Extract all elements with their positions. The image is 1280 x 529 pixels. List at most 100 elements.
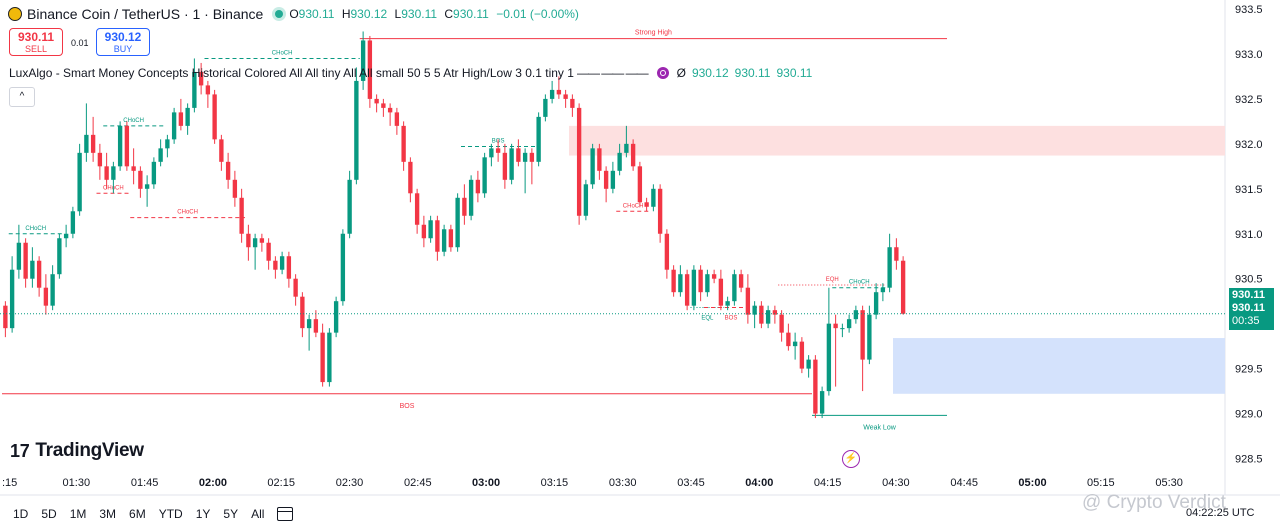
candle-body <box>819 391 825 414</box>
timeframe-5y[interactable]: 5Y <box>223 507 239 521</box>
candle-body <box>603 170 609 189</box>
candle-body <box>772 310 778 315</box>
price-tick-label: 932.0 <box>1235 139 1263 151</box>
price-tick-label: 933.0 <box>1235 49 1263 61</box>
time-tick-label: 02:00 <box>199 477 227 489</box>
level-label: Strong High <box>635 30 672 37</box>
candle-body <box>387 107 393 113</box>
candle-body <box>178 112 184 126</box>
timeframe-1y[interactable]: 1Y <box>195 507 211 521</box>
candle-body <box>401 125 406 162</box>
candle-body <box>576 107 582 216</box>
candle-body <box>117 125 123 167</box>
candle-body <box>853 310 859 320</box>
zone-demand <box>893 338 1225 394</box>
time-tick-label: 04:30 <box>882 477 910 489</box>
level-label: CHoCH <box>623 203 644 209</box>
candle-body <box>36 260 42 288</box>
candle-body <box>475 179 481 194</box>
candle-body <box>3 305 8 329</box>
candle-body <box>23 242 28 279</box>
candle-body <box>50 274 55 306</box>
indicator-legend[interactable]: LuxAlgo - Smart Money Concepts Historica… <box>9 66 812 80</box>
timeframe-6m[interactable]: 6M <box>129 507 146 521</box>
buy-button[interactable]: 930.12 BUY <box>96 28 150 56</box>
candle-body <box>77 152 82 212</box>
time-tick-label: 01:30 <box>63 477 91 489</box>
candle-body <box>738 274 744 288</box>
candle-body <box>543 98 548 117</box>
clock-utc[interactable]: 04:22:25 UTC <box>1186 507 1255 519</box>
candle-body <box>138 170 143 189</box>
candle-body <box>880 287 886 293</box>
candle-countdown: 00:35 <box>1232 315 1260 327</box>
candle-body <box>306 319 312 329</box>
candle-body <box>131 166 136 171</box>
candle-body <box>617 152 622 171</box>
timeframe-3m[interactable]: 3M <box>99 507 117 521</box>
candle-body <box>873 292 879 315</box>
indicator-values: 930.12 930.11 930.11 <box>691 66 813 80</box>
level-label: EQH <box>826 277 839 283</box>
candle-body <box>691 269 697 306</box>
candle-body <box>644 202 649 207</box>
timeframe-ytd[interactable]: YTD <box>158 507 183 521</box>
ohlc-readout: O930.11 H930.12 L930.11 C930.11 −0.01 (−… <box>289 7 579 21</box>
spread-value: 0.01 <box>71 38 89 48</box>
candle-body <box>266 242 271 261</box>
candle-body <box>894 247 899 261</box>
candle-body <box>273 260 278 270</box>
candle-body <box>84 134 89 153</box>
level-label: CHoCH <box>123 118 144 124</box>
calendar-icon[interactable] <box>277 507 294 521</box>
timeframe-5d[interactable]: 5D <box>41 507 57 521</box>
candle-body <box>90 134 96 153</box>
candle-body <box>441 229 447 252</box>
time-tick-label: 02:45 <box>404 477 432 489</box>
candle-body <box>651 188 656 207</box>
candle-body <box>124 125 130 167</box>
candle-body <box>549 89 555 99</box>
candle-body <box>111 166 116 180</box>
candle-body <box>360 40 366 81</box>
candle-body <box>448 229 454 248</box>
candle-body <box>104 166 109 180</box>
sell-button[interactable]: 930.11 SELL <box>9 28 63 56</box>
timeframe-all[interactable]: All <box>251 507 265 521</box>
time-tick-label: 03:15 <box>541 477 569 489</box>
sell-price: 930.11 <box>17 30 55 44</box>
timeframe-1d[interactable]: 1D <box>13 507 29 521</box>
lightning-icon[interactable]: ⚡ <box>842 450 860 468</box>
candle-body <box>610 170 616 189</box>
price-tick-label: 929.0 <box>1235 409 1263 421</box>
candle-body <box>745 287 751 315</box>
chevron-up-icon[interactable]: ^ <box>9 87 35 107</box>
candle-body <box>840 328 845 330</box>
candle-body <box>97 152 103 167</box>
candle-body <box>657 188 663 234</box>
candle-body <box>340 233 346 302</box>
candle-body <box>867 314 872 360</box>
candle-body <box>374 98 379 104</box>
indicator-values-prefix: Ø <box>676 66 686 80</box>
candle-body <box>300 296 305 329</box>
candle-body <box>725 301 730 306</box>
timeframe-1m[interactable]: 1M <box>69 507 87 521</box>
symbol-title[interactable]: Binance Coin / TetherUS · 1 · Binance <box>27 6 264 22</box>
candle-body <box>414 193 420 225</box>
candle-body <box>813 359 818 414</box>
candle-body <box>198 71 204 86</box>
candle-body <box>293 278 298 297</box>
candle-body <box>705 274 710 293</box>
candle-body <box>536 116 541 162</box>
time-tick-label: 05:15 <box>1087 477 1115 489</box>
candle-body <box>833 323 838 329</box>
candle-body <box>239 197 244 234</box>
candle-body <box>144 184 150 189</box>
candle-body <box>70 211 76 234</box>
sync-icon[interactable] <box>656 67 669 79</box>
candle-body <box>671 269 676 293</box>
candle-body <box>171 112 177 140</box>
candle-body <box>367 40 373 99</box>
